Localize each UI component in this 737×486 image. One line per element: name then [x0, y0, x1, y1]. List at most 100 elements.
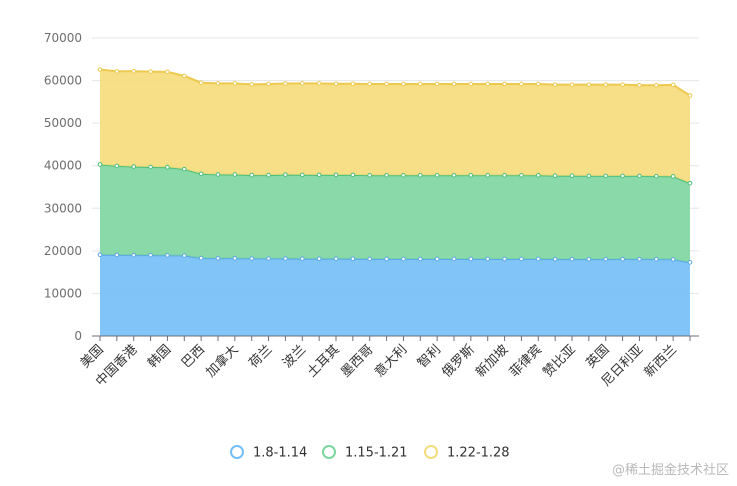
data-point[interactable]: [637, 173, 642, 179]
data-point[interactable]: [451, 256, 457, 262]
data-point[interactable]: [552, 82, 558, 87]
data-point[interactable]: [417, 172, 423, 178]
data-point[interactable]: [603, 82, 609, 87]
data-point[interactable]: [653, 256, 659, 262]
data-point[interactable]: [451, 81, 457, 87]
data-point[interactable]: [637, 256, 642, 262]
data-point[interactable]: [653, 173, 659, 179]
data-point[interactable]: [148, 252, 153, 258]
data-point[interactable]: [417, 256, 423, 262]
data-point[interactable]: [367, 256, 373, 262]
data-point[interactable]: [535, 256, 541, 262]
data-point[interactable]: [670, 82, 676, 88]
data-point[interactable]: [97, 252, 103, 257]
data-point[interactable]: [350, 172, 356, 178]
data-point[interactable]: [502, 81, 507, 87]
data-point[interactable]: [333, 172, 339, 178]
data-point[interactable]: [350, 81, 356, 87]
data-point[interactable]: [401, 81, 406, 87]
data-point[interactable]: [215, 172, 221, 177]
data-point[interactable]: [165, 69, 170, 75]
data-point[interactable]: [114, 252, 120, 258]
data-point[interactable]: [552, 256, 558, 262]
data-point[interactable]: [283, 81, 288, 86]
data-point[interactable]: [333, 81, 339, 87]
data-point[interactable]: [97, 67, 103, 72]
data-point[interactable]: [148, 164, 153, 170]
data-point[interactable]: [620, 82, 625, 87]
data-point[interactable]: [535, 172, 541, 178]
data-point[interactable]: [266, 81, 271, 87]
data-point[interactable]: [367, 172, 373, 178]
data-point[interactable]: [384, 81, 389, 87]
data-point[interactable]: [434, 172, 440, 178]
data-point[interactable]: [535, 81, 541, 87]
data-point[interactable]: [299, 81, 305, 86]
data-point[interactable]: [434, 256, 440, 262]
data-point[interactable]: [299, 172, 305, 178]
data-point[interactable]: [181, 166, 187, 172]
data-point[interactable]: [637, 82, 642, 88]
data-point[interactable]: [519, 256, 524, 262]
data-point[interactable]: [181, 73, 187, 79]
data-point[interactable]: [552, 173, 558, 179]
data-point[interactable]: [198, 80, 204, 85]
data-point[interactable]: [131, 164, 137, 169]
data-point[interactable]: [569, 173, 575, 179]
data-point[interactable]: [620, 256, 625, 262]
data-point[interactable]: [114, 163, 120, 169]
data-point[interactable]: [266, 256, 271, 261]
data-point[interactable]: [687, 260, 693, 265]
data-point[interactable]: [215, 256, 221, 261]
data-point[interactable]: [350, 256, 356, 262]
legend-item[interactable]: 1.22-1.28: [424, 445, 510, 461]
data-point[interactable]: [232, 172, 238, 177]
data-point[interactable]: [114, 69, 120, 74]
data-point[interactable]: [198, 171, 204, 177]
data-point[interactable]: [485, 256, 491, 262]
data-point[interactable]: [468, 172, 474, 178]
legend-item[interactable]: 1.15-1.21: [322, 445, 408, 461]
data-point[interactable]: [670, 174, 676, 179]
data-point[interactable]: [502, 256, 507, 262]
data-point[interactable]: [232, 256, 238, 261]
data-point[interactable]: [502, 172, 507, 178]
data-point[interactable]: [148, 69, 153, 74]
data-point[interactable]: [603, 173, 609, 179]
data-point[interactable]: [586, 256, 592, 262]
data-point[interactable]: [451, 172, 457, 178]
data-point[interactable]: [620, 173, 625, 179]
data-point[interactable]: [131, 252, 137, 258]
data-point[interactable]: [603, 256, 609, 262]
data-point[interactable]: [519, 172, 524, 178]
legend-item[interactable]: 1.8-1.14: [230, 445, 307, 461]
data-point[interactable]: [569, 256, 575, 262]
data-point[interactable]: [485, 172, 491, 178]
data-point[interactable]: [468, 256, 474, 262]
data-point[interactable]: [687, 93, 693, 98]
data-point[interactable]: [485, 81, 491, 87]
data-point[interactable]: [131, 68, 137, 74]
data-point[interactable]: [401, 256, 406, 262]
data-point[interactable]: [165, 253, 170, 258]
data-point[interactable]: [165, 164, 170, 170]
data-point[interactable]: [401, 172, 406, 178]
data-point[interactable]: [367, 81, 373, 87]
data-point[interactable]: [181, 253, 187, 258]
data-point[interactable]: [434, 81, 440, 87]
data-point[interactable]: [569, 82, 575, 87]
legend[interactable]: 1.8-1.14 1.15-1.21 1.22-1.28: [230, 445, 510, 461]
data-point[interactable]: [198, 255, 204, 261]
data-point[interactable]: [232, 81, 238, 86]
data-point[interactable]: [249, 82, 255, 87]
data-point[interactable]: [249, 172, 255, 178]
data-point[interactable]: [283, 256, 288, 261]
data-point[interactable]: [333, 256, 339, 262]
data-point[interactable]: [215, 81, 221, 86]
data-point[interactable]: [468, 81, 474, 87]
data-point[interactable]: [283, 172, 288, 177]
data-point[interactable]: [384, 172, 389, 178]
data-point[interactable]: [653, 82, 659, 88]
data-point[interactable]: [97, 162, 103, 167]
data-point[interactable]: [316, 172, 322, 178]
